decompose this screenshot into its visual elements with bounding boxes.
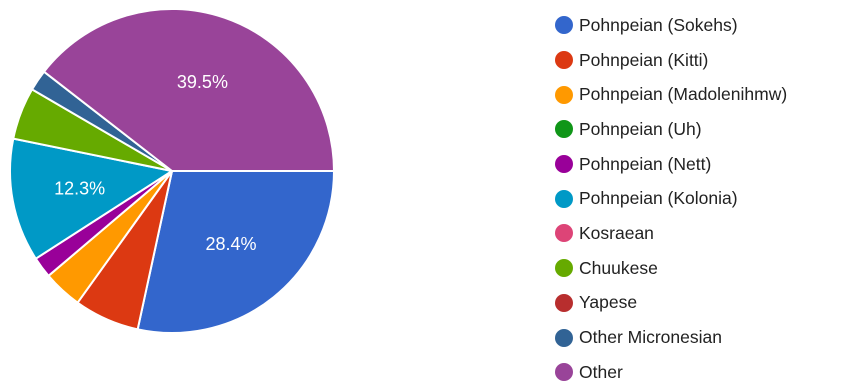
legend-item: Other bbox=[555, 355, 787, 390]
legend-label: Other Micronesian bbox=[579, 327, 722, 348]
pie-plot: 28.4% 12.3% 39.5% bbox=[9, 8, 336, 334]
legend-label: Pohnpeian (Nett) bbox=[579, 153, 712, 174]
legend-item: Pohnpeian (Sokehs) bbox=[555, 8, 787, 43]
legend-item: Pohnpeian (Kolonia) bbox=[555, 181, 787, 216]
legend-label: Pohnpeian (Kolonia) bbox=[579, 188, 738, 209]
legend-swatch bbox=[555, 189, 573, 208]
pie-slice-10 bbox=[42, 8, 336, 172]
legend: Pohnpeian (Sokehs) Pohnpeian (Kitti) Pohnp… bbox=[555, 8, 787, 390]
legend-label: Chuukese bbox=[579, 257, 658, 278]
legend-swatch bbox=[555, 363, 573, 382]
legend-label: Yapese bbox=[579, 292, 638, 313]
legend-item: Other Micronesian bbox=[555, 320, 787, 355]
legend-item: Chuukese bbox=[555, 251, 787, 286]
pie-chart: 28.4% 12.3% 39.5% Pohnpeian (Sokehs) Pohnpe… bbox=[9, 8, 787, 382]
legend-swatch bbox=[555, 155, 573, 174]
legend-item: Yapese bbox=[555, 286, 787, 321]
legend-swatch bbox=[555, 328, 573, 347]
legend-swatch bbox=[555, 51, 573, 70]
slice-label-5: 12.3% bbox=[54, 178, 105, 198]
legend-swatch bbox=[555, 85, 573, 104]
legend-item: Pohnpeian (Madolenihmw) bbox=[555, 77, 787, 112]
pie-slice-5 bbox=[9, 137, 175, 261]
legend-item: Pohnpeian (Uh) bbox=[555, 112, 787, 147]
legend-swatch bbox=[555, 293, 573, 312]
legend-swatch bbox=[555, 259, 573, 278]
legend-label: Pohnpeian (Sokehs) bbox=[579, 14, 738, 35]
slice-label-10: 39.5% bbox=[177, 72, 228, 92]
legend-label: Pohnpeian (Kitti) bbox=[579, 49, 709, 70]
slice-label-0: 28.4% bbox=[205, 234, 256, 254]
legend-label: Pohnpeian (Madolenihmw) bbox=[579, 84, 788, 105]
legend-item: Pohnpeian (Kitti) bbox=[555, 43, 787, 78]
legend-label: Other bbox=[579, 361, 623, 382]
legend-swatch bbox=[555, 16, 573, 35]
legend-item: Pohnpeian (Nett) bbox=[555, 147, 787, 182]
legend-swatch bbox=[555, 224, 573, 243]
legend-swatch bbox=[555, 120, 573, 139]
pie-slice-0 bbox=[136, 170, 336, 334]
legend-label: Pohnpeian (Uh) bbox=[579, 118, 702, 139]
legend-label: Kosraean bbox=[579, 222, 654, 243]
legend-item: Kosraean bbox=[555, 216, 787, 251]
